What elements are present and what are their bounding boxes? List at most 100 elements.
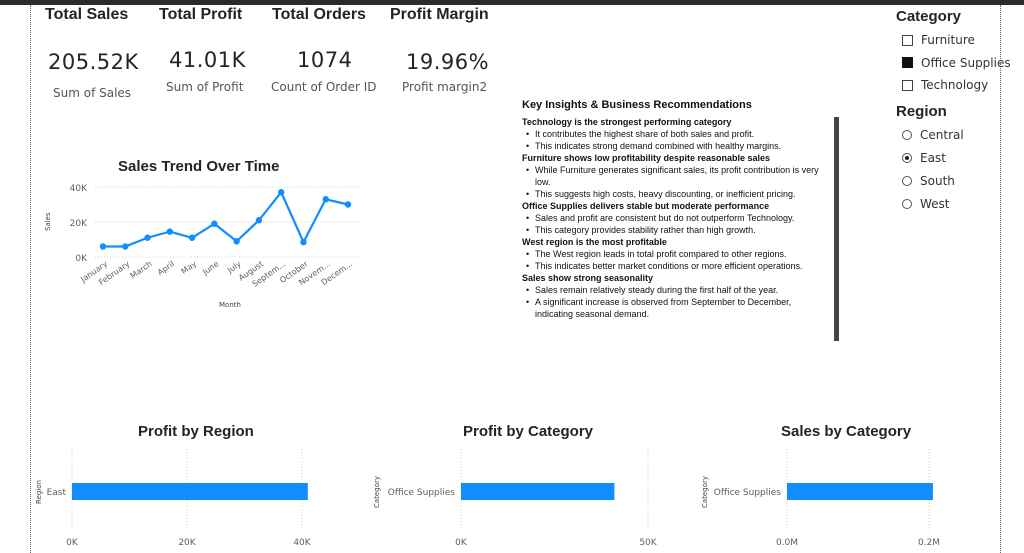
x-tick-label: 50K [639,538,657,548]
radio-button[interactable] [902,176,912,186]
kpi-profit-margin-title: Profit Margin [390,6,489,23]
kpi-total-profit-value: 41.01K [169,48,246,72]
option-label: Office Supplies [921,55,1011,70]
insight-bullet: A significant increase is observed from … [526,296,822,320]
insight-section: Office Supplies delivers stable but mode… [522,200,822,236]
kpi-profit-margin-value: 19.96% [406,50,490,74]
x-axis-label: Month [219,301,241,309]
checkbox[interactable] [902,34,913,46]
insight-title: Office Supplies delivers stable but mode… [522,201,770,211]
y-axis-label: Region [35,480,43,504]
bar[interactable] [787,483,933,500]
data-point[interactable] [344,201,352,208]
x-tick-label: 0.2M [918,538,940,548]
data-point[interactable] [277,189,285,196]
x-tick-label: 20K [178,538,196,548]
insight-bullet: This indicates better market conditions … [526,260,822,272]
category-label: Office Supplies [714,488,782,498]
kpi-total-orders-value: 1074 [297,48,353,72]
sales-line [103,190,349,248]
data-point[interactable] [300,238,307,246]
region-slicer-title: Region [896,103,947,120]
data-point[interactable] [322,196,329,203]
x-tick-label: 0K [455,538,468,548]
sales-by-category-chart[interactable]: 0.0M 0.2M Office Supplies Category [698,445,998,553]
category-option-furniture[interactable]: Furniture [902,33,975,47]
sales-by-category-title: Sales by Category [781,423,912,440]
profit-by-category-chart[interactable]: 0K 50K Office Supplies Category [370,445,670,553]
option-label: West [920,197,950,211]
region-option-east[interactable]: East [902,151,946,165]
data-point[interactable] [255,217,263,224]
profit-by-category-title: Profit by Category [463,423,594,440]
y-axis-label: Category [373,476,381,508]
insight-title: West region is the most profitable [522,237,667,247]
radio-button[interactable] [902,199,912,209]
data-point[interactable] [211,220,218,227]
insight-bullet: The West region leads in total profit co… [526,248,822,260]
data-point[interactable] [233,238,240,245]
insight-bullet: This suggests high costs, heavy discount… [526,188,822,200]
y-axis-label: Sales [44,212,52,231]
data-point[interactable] [99,243,107,250]
insights-panel: Key Insights & Business Recommendations … [522,99,822,320]
region-option-west[interactable]: West [902,197,950,211]
kpi-total-orders-title: Total Orders [272,6,366,23]
canvas-border-left [30,5,31,553]
insights-heading: Key Insights & Business Recommendations [522,99,752,111]
insight-bullet: Sales remain relatively steady during th… [526,284,822,296]
category-option-technology[interactable]: Technology [902,78,988,92]
x-tick-label: 40K [293,538,311,548]
data-point[interactable] [188,234,196,241]
insight-bullet: It contributes the highest share of both… [526,128,822,140]
kpi-total-profit-label: Sum of Profit [166,80,244,94]
bar[interactable] [461,483,615,500]
x-tick-label: June [200,259,220,277]
insight-bullet: This category provides stability rather … [526,224,822,236]
data-point[interactable] [122,243,129,250]
profit-by-region-title: Profit by Region [138,423,254,440]
sales-trend-title: Sales Trend Over Time [118,158,280,175]
insight-bullet: This indicates strong demand combined wi… [526,140,822,152]
category-option-office-supplies[interactable]: Office Supplies [902,56,1011,70]
checkbox[interactable] [902,57,913,68]
insight-bullet: Sales and profit are consistent but do n… [526,212,822,224]
kpi-total-sales-value: 205.52K [48,50,139,74]
insight-section: Sales show strong seasonalitySales remai… [522,272,822,320]
region-option-south[interactable]: South [902,174,955,188]
x-tick-label: May [180,259,199,276]
option-label: Central [920,128,964,142]
insights-scrollbar[interactable] [834,117,839,341]
insight-title: Sales show strong seasonality [522,273,654,283]
x-tick-label: April [156,259,176,277]
y-tick-label: 0K [75,254,88,264]
y-tick-label: 40K [70,184,88,194]
data-point[interactable] [166,228,174,235]
insight-title: Furniture shows low profitability despit… [522,153,771,163]
insight-section: Technology is the strongest performing c… [522,116,822,152]
category-slicer-title: Category [896,8,962,25]
region-option-central[interactable]: Central [902,128,964,142]
canvas-border-right [1000,5,1001,553]
category-label: Office Supplies [388,488,456,498]
option-label: Technology [921,78,989,92]
insights-body: Technology is the strongest performing c… [522,116,822,320]
x-tick-label: 0.0M [776,538,798,548]
x-tick-label: March [129,259,154,280]
kpi-total-orders-label: Count of Order ID [271,80,377,94]
insight-section: West region is the most profitableThe We… [522,236,822,272]
category-label: East [47,488,67,498]
kpi-total-profit-title: Total Profit [159,6,243,23]
bar[interactable] [72,483,308,500]
y-tick-label: 20K [70,219,88,229]
radio-button[interactable] [902,130,912,140]
checkbox[interactable] [902,79,913,91]
profit-by-region-chart[interactable]: 0K 20K 40K East Region [32,445,342,553]
option-label: East [920,151,946,165]
insight-section: Furniture shows low profitability despit… [522,152,822,200]
data-point[interactable] [144,234,151,241]
radio-button[interactable] [902,153,912,163]
top-bar [0,0,1024,5]
option-label: Furniture [921,33,975,47]
